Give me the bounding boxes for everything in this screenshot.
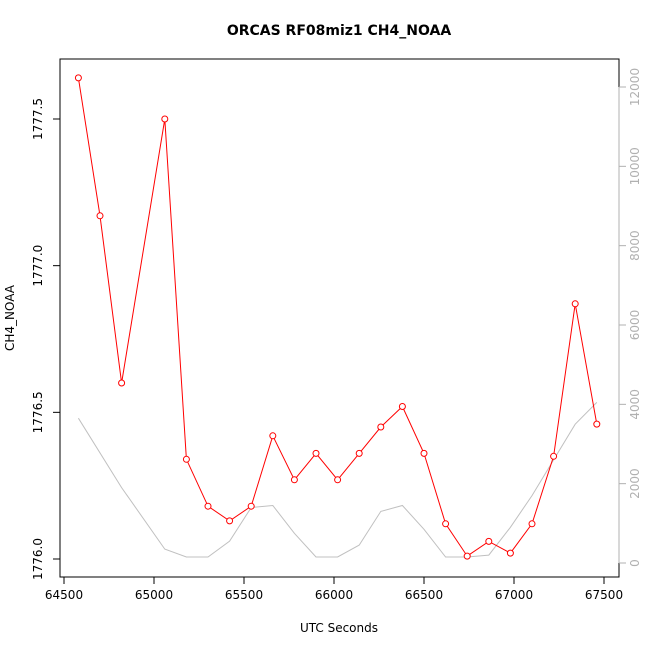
- x-tick-label: 67500: [585, 588, 623, 602]
- data-point: [571, 300, 579, 308]
- data-point: [247, 502, 255, 510]
- plot-frame: [59, 58, 620, 578]
- y2-tick-label: 8000: [628, 230, 642, 261]
- x-axis: 64500 65000 65500 66000 66500 67000 67500: [45, 576, 623, 602]
- y2-tick-label: 6000: [628, 310, 642, 341]
- series-right-line: [77, 402, 598, 558]
- series-layer: [74, 74, 601, 560]
- y-tick-label: 1776.0: [31, 538, 45, 580]
- y-axis: 1776.0 1776.5 1777.0 1777.5: [31, 98, 61, 580]
- y2-tick-label: 2000: [628, 468, 642, 499]
- y2-tick-label: 4000: [628, 389, 642, 420]
- data-point: [398, 403, 406, 410]
- x-tick-label: 65000: [135, 588, 173, 602]
- data-point: [204, 502, 212, 510]
- data-point: [377, 423, 385, 431]
- data-point: [355, 449, 363, 457]
- x-tick-label: 65500: [225, 588, 263, 602]
- x-axis-label: UTC Seconds: [300, 621, 378, 635]
- y2-tick-label: 10000: [628, 147, 642, 185]
- data-point: [118, 379, 126, 387]
- y-axis-label: CH4_NOAA: [3, 284, 17, 351]
- y2-tick-label: 12000: [628, 68, 642, 106]
- data-point: [442, 520, 450, 528]
- data-point: [528, 520, 536, 528]
- x-tick-label: 67000: [495, 588, 533, 602]
- data-point: [96, 212, 104, 220]
- data-point: [226, 517, 234, 525]
- data-point: [161, 115, 169, 123]
- data-point: [485, 537, 493, 545]
- series-left-line: [77, 77, 598, 557]
- data-point: [269, 432, 277, 440]
- data-point: [74, 74, 82, 82]
- y2-tick-label: 0: [628, 559, 642, 567]
- data-point: [463, 552, 471, 560]
- x-tick-label: 66500: [405, 588, 443, 602]
- x-tick-label: 66000: [315, 588, 353, 602]
- data-point: [550, 452, 558, 460]
- y-tick-label: 1776.5: [31, 391, 45, 433]
- data-point: [506, 549, 514, 557]
- y-tick-label: 1777.5: [31, 98, 45, 140]
- x-tick-label: 64500: [45, 588, 83, 602]
- chart-title: ORCAS RF08miz1 CH4_NOAA: [227, 23, 452, 39]
- data-point: [182, 455, 190, 463]
- data-point: [593, 420, 601, 428]
- data-point: [290, 476, 298, 484]
- data-point: [312, 449, 320, 457]
- data-point: [420, 449, 428, 457]
- data-point: [334, 476, 342, 484]
- y2-axis: 0 2000 4000 6000 8000 10000 12000: [618, 68, 642, 567]
- y-tick-label: 1777.0: [31, 245, 45, 287]
